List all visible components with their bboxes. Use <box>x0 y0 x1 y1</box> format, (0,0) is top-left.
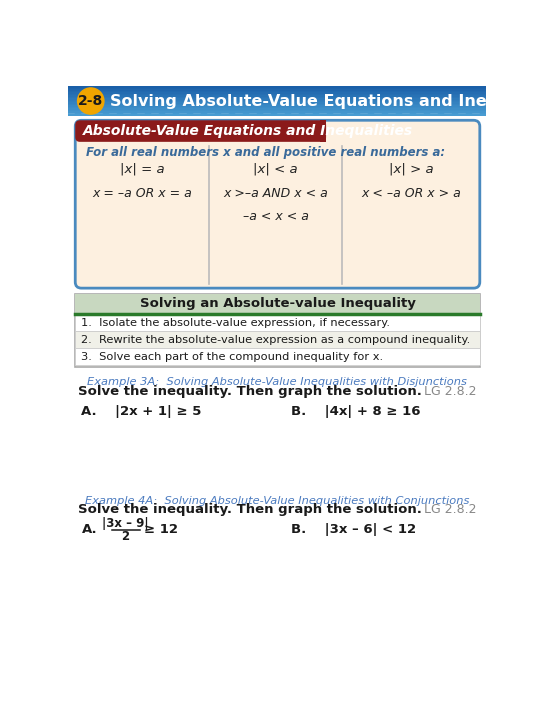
Text: x < –a OR x > a: x < –a OR x > a <box>361 187 461 200</box>
Text: Solve the inequality. Then graph the solution.: Solve the inequality. Then graph the sol… <box>78 384 422 398</box>
FancyBboxPatch shape <box>75 120 326 142</box>
Text: |x| > a: |x| > a <box>389 162 433 175</box>
Text: B.    |4x| + 8 ≥ 16: B. |4x| + 8 ≥ 16 <box>291 405 420 418</box>
FancyBboxPatch shape <box>68 89 486 91</box>
Text: |x| < a: |x| < a <box>253 162 298 175</box>
Text: Example 3A:  Solving Absolute-Value Inequalities with Disjunctions: Example 3A: Solving Absolute-Value Inequ… <box>87 377 467 387</box>
FancyBboxPatch shape <box>68 95 486 97</box>
FancyBboxPatch shape <box>75 315 480 331</box>
FancyBboxPatch shape <box>68 112 486 113</box>
FancyBboxPatch shape <box>75 348 480 365</box>
Text: Solving an Absolute-value Inequality: Solving an Absolute-value Inequality <box>139 297 415 310</box>
FancyBboxPatch shape <box>75 120 480 288</box>
Text: |x| = a: |x| = a <box>120 162 164 175</box>
Text: For all real numbers x and all positive real numbers a:: For all real numbers x and all positive … <box>86 146 445 159</box>
FancyBboxPatch shape <box>68 96 486 99</box>
Text: x >–a AND x < a: x >–a AND x < a <box>223 187 328 200</box>
FancyBboxPatch shape <box>68 98 486 100</box>
Text: Absolute-Value Equations and Inequalities: Absolute-Value Equations and Inequalitie… <box>83 124 413 138</box>
FancyBboxPatch shape <box>75 294 480 312</box>
FancyBboxPatch shape <box>68 99 486 102</box>
FancyBboxPatch shape <box>68 107 486 109</box>
FancyBboxPatch shape <box>68 114 486 116</box>
Text: LG 2.8.2: LG 2.8.2 <box>424 503 477 516</box>
Text: 2: 2 <box>122 531 130 544</box>
Text: LG 2.8.2: LG 2.8.2 <box>424 384 477 398</box>
Text: –a < x < a: –a < x < a <box>242 210 308 223</box>
FancyBboxPatch shape <box>68 105 486 107</box>
FancyBboxPatch shape <box>68 104 486 106</box>
FancyBboxPatch shape <box>68 108 486 110</box>
Text: Solving Absolute-Value Equations and Inequalities: Solving Absolute-Value Equations and Ine… <box>110 94 540 109</box>
FancyBboxPatch shape <box>68 94 486 96</box>
Text: A.    |2x + 1| ≥ 5: A. |2x + 1| ≥ 5 <box>82 405 202 418</box>
Text: 2-8: 2-8 <box>78 94 103 108</box>
Circle shape <box>78 88 104 114</box>
Text: |3x – 9|: |3x – 9| <box>102 517 149 530</box>
Text: ≥ 12: ≥ 12 <box>144 523 178 536</box>
Text: B.    |3x – 6| < 12: B. |3x – 6| < 12 <box>291 523 416 536</box>
FancyBboxPatch shape <box>68 102 486 104</box>
FancyBboxPatch shape <box>320 120 326 142</box>
Text: 3.  Solve each part of the compound inequality for x.: 3. Solve each part of the compound inequ… <box>82 351 383 361</box>
Text: 2.  Rewrite the absolute-value expression as a compound inequality.: 2. Rewrite the absolute-value expression… <box>82 335 471 345</box>
Text: Example 4A:  Solving Absolute-Value Inequalities with Conjunctions: Example 4A: Solving Absolute-Value Inequ… <box>85 496 469 506</box>
Text: x = –a OR x = a: x = –a OR x = a <box>92 187 192 200</box>
FancyBboxPatch shape <box>68 110 486 112</box>
Text: 1.  Isolate the absolute-value expression, if necessary.: 1. Isolate the absolute-value expression… <box>82 318 390 328</box>
Text: A.: A. <box>82 523 97 536</box>
FancyBboxPatch shape <box>68 113 486 114</box>
FancyBboxPatch shape <box>68 101 486 103</box>
FancyBboxPatch shape <box>75 331 480 348</box>
FancyBboxPatch shape <box>68 88 486 90</box>
Text: Solve the inequality. Then graph the solution.: Solve the inequality. Then graph the sol… <box>78 503 422 516</box>
FancyBboxPatch shape <box>68 92 486 94</box>
FancyBboxPatch shape <box>68 91 486 93</box>
FancyBboxPatch shape <box>68 86 486 89</box>
FancyBboxPatch shape <box>75 294 480 366</box>
